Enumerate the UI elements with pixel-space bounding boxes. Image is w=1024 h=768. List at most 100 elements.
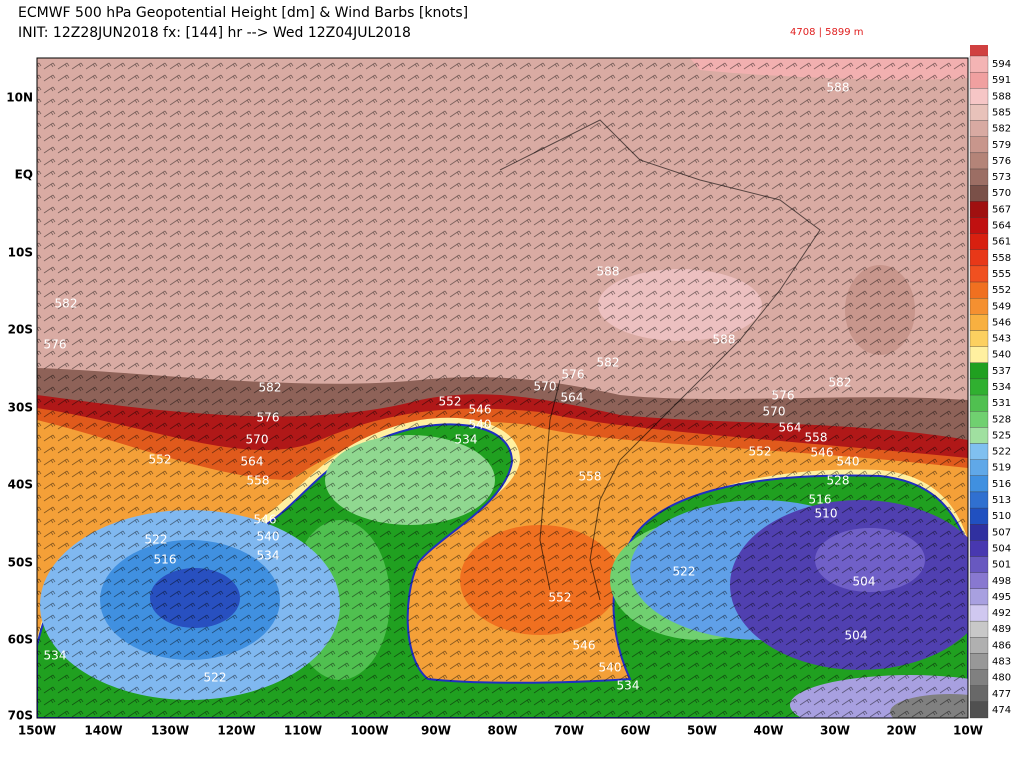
colorbar-swatch	[969, 507, 989, 525]
colorbar-swatch	[969, 427, 989, 444]
contour-label: 552	[149, 453, 172, 467]
contour-label: 546	[573, 639, 596, 653]
colorbar-label: 504	[992, 543, 1011, 554]
lat-label: 20S	[8, 323, 33, 337]
colorbar-swatch	[969, 394, 989, 412]
lon-label: 110W	[284, 724, 322, 738]
contour-label: 588	[713, 333, 736, 347]
colorbar-swatch	[969, 185, 989, 202]
colorbar-swatch	[969, 330, 989, 347]
colorbar-swatch	[969, 524, 989, 541]
colorbar-label: 546	[992, 317, 1011, 328]
colorbar-swatch	[969, 152, 989, 170]
contour-label: 540	[257, 530, 280, 544]
colorbar-label: 477	[992, 689, 1011, 700]
colorbar-label: 582	[992, 124, 1011, 135]
contour-label: 534	[455, 433, 478, 447]
lat-label: EQ	[15, 168, 33, 182]
contour-label: 534	[257, 549, 280, 563]
colorbar-swatch	[969, 298, 989, 315]
contour-label: 522	[145, 533, 168, 547]
colorbar-swatch	[969, 604, 989, 622]
contour-label: 516	[154, 553, 177, 567]
contour-label: 582	[259, 381, 282, 395]
contour-label: 552	[439, 395, 462, 409]
colorbar-swatch	[969, 120, 989, 137]
map-fill	[37, 58, 968, 718]
colorbar-swatch	[969, 540, 989, 557]
contour-label: 546	[254, 513, 277, 527]
map-frame	[36, 57, 969, 719]
lat-label: 40S	[8, 478, 33, 492]
colorbar-label: 588	[992, 91, 1011, 102]
init-line: INIT: 12Z28JUN2018 fx: [144] hr --> Wed …	[18, 25, 411, 41]
lon-label: 90W	[421, 724, 451, 738]
colorbar-label: 570	[992, 188, 1011, 199]
contour-label: 576	[257, 411, 280, 425]
readout: 4708 | 5899 m	[790, 27, 864, 38]
contour-label: 546	[469, 403, 492, 417]
colorbar-swatch	[969, 556, 989, 573]
contour-label: 516	[809, 493, 832, 507]
colorbar-label: 579	[992, 140, 1011, 151]
contour-label: 540	[469, 418, 492, 432]
colorbar-label: 495	[992, 592, 1011, 603]
colorbar-swatch	[969, 249, 989, 267]
lon-label: 30W	[820, 724, 850, 738]
colorbar-label: 540	[992, 350, 1011, 361]
colorbar-swatch	[969, 459, 989, 476]
colorbar-label: 534	[992, 382, 1011, 393]
contour-label: 540	[599, 661, 622, 675]
lat-label: 10N	[6, 91, 33, 105]
colorbar-swatch	[969, 201, 989, 218]
colorbar-label: 480	[992, 673, 1011, 684]
colorbar-label: 594	[992, 59, 1011, 70]
contour-label: 534	[44, 649, 67, 663]
contour-label: 528	[827, 474, 850, 488]
colorbar-label: 537	[992, 366, 1011, 377]
lon-label: 60W	[621, 724, 651, 738]
contour-label: 582	[55, 297, 78, 311]
lon-label: 140W	[84, 724, 122, 738]
colorbar-label: 591	[992, 75, 1011, 86]
colorbar-label: 564	[992, 221, 1011, 232]
contour-label: 558	[247, 474, 270, 488]
colorbar-label: 501	[992, 560, 1011, 571]
colorbar-label: 516	[992, 479, 1011, 490]
colorbar-swatch	[969, 443, 989, 460]
contour-label: 504	[853, 575, 876, 589]
lon-label: 70W	[554, 724, 584, 738]
colorbar-swatch	[969, 346, 989, 363]
contour-label: 552	[749, 445, 772, 459]
colorbar-label: 567	[992, 204, 1011, 215]
lat-label: 70S	[8, 709, 33, 723]
colorbar-label: 549	[992, 301, 1011, 312]
colorbar-swatch	[969, 378, 989, 396]
contour-label: 522	[673, 565, 696, 579]
colorbar-label: 522	[992, 447, 1011, 458]
colorbar-cap	[970, 45, 988, 56]
lon-label: 100W	[350, 724, 388, 738]
colorbar-label: 510	[992, 511, 1011, 522]
contour-label: 588	[827, 81, 850, 95]
contour-label: 582	[829, 376, 852, 390]
colorbar-swatch	[969, 168, 989, 186]
lat-label: 60S	[8, 633, 33, 647]
colorbar-label: 561	[992, 237, 1011, 248]
colorbar-label: 558	[992, 253, 1011, 264]
colorbar-label: 585	[992, 108, 1011, 119]
lat-label: 10S	[8, 246, 33, 260]
colorbar-swatch	[969, 620, 989, 638]
contour-label: 576	[562, 368, 585, 382]
contour-label: 576	[772, 389, 795, 403]
colorbar-swatch	[969, 637, 989, 654]
colorbar-swatch	[969, 314, 989, 331]
colorbar-label: 489	[992, 624, 1011, 635]
colorbar-swatch	[969, 217, 989, 234]
contour-label: 504	[845, 629, 868, 643]
colorbar-label: 576	[992, 156, 1011, 167]
lon-label: 80W	[488, 724, 518, 738]
colorbar-label: 507	[992, 527, 1011, 538]
colorbar-swatch	[969, 411, 989, 428]
colorbar-swatch	[969, 136, 989, 154]
